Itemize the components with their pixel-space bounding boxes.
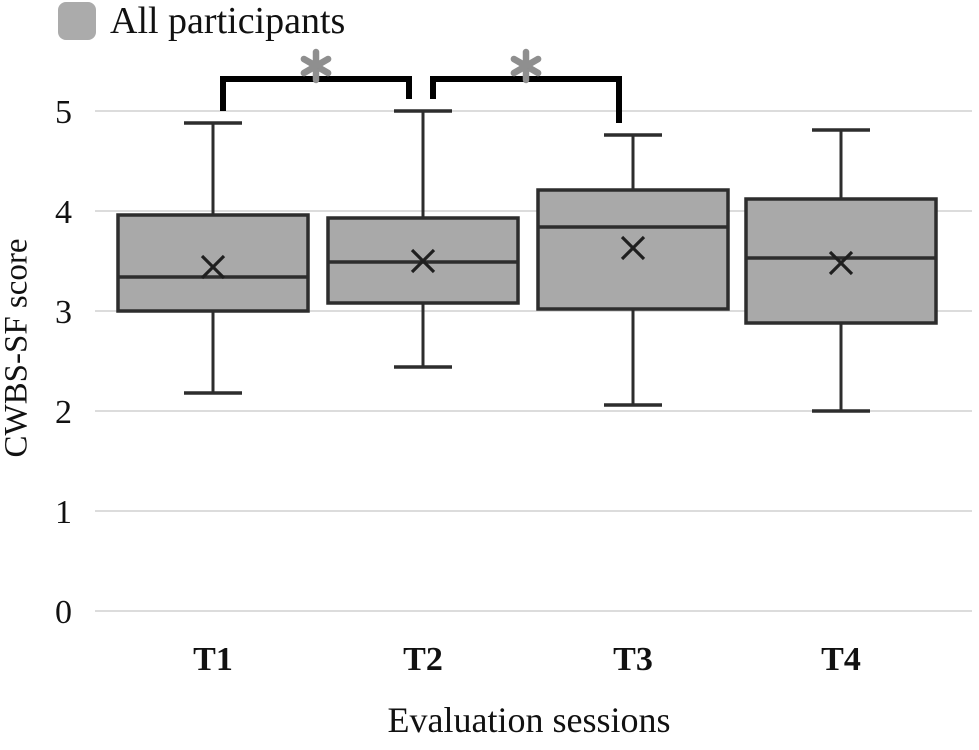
mean-marker	[828, 250, 854, 276]
x-category-label: T2	[403, 641, 443, 678]
legend-swatch-all-participants	[58, 2, 96, 40]
asterisk-icon	[300, 48, 332, 84]
y-tick-label: 5	[55, 94, 72, 131]
y-tick-label: 4	[55, 194, 72, 231]
y-tick-label: 3	[55, 294, 72, 331]
y-tick-label: 2	[55, 394, 72, 431]
mean-marker	[410, 248, 436, 274]
mean-marker	[620, 235, 646, 261]
boxplot-T1	[116, 121, 310, 395]
x-category-label: T3	[613, 641, 653, 678]
significance-bracket-T2-T3	[430, 48, 622, 123]
chart-legend: All participants	[58, 2, 345, 40]
x-category-label: T1	[193, 641, 233, 678]
boxplot-T4	[744, 128, 938, 413]
bracket-line	[220, 76, 412, 111]
y-tick-label: 1	[55, 494, 72, 531]
iqr-box	[116, 213, 310, 313]
x-axis-title: Evaluation sessions	[387, 700, 671, 740]
y-tick-label: 0	[55, 594, 72, 631]
x-category-label: T4	[821, 641, 861, 678]
mean-marker	[200, 254, 226, 280]
boxplot-T3	[536, 133, 730, 407]
asterisk-stroke	[300, 55, 332, 77]
boxplot-T2	[326, 109, 520, 369]
significance-bracket-T1-T2	[220, 48, 412, 111]
asterisk-icon	[510, 48, 542, 84]
legend-label: All participants	[110, 0, 346, 42]
asterisk-stroke	[510, 55, 542, 77]
bracket-line	[430, 76, 622, 123]
